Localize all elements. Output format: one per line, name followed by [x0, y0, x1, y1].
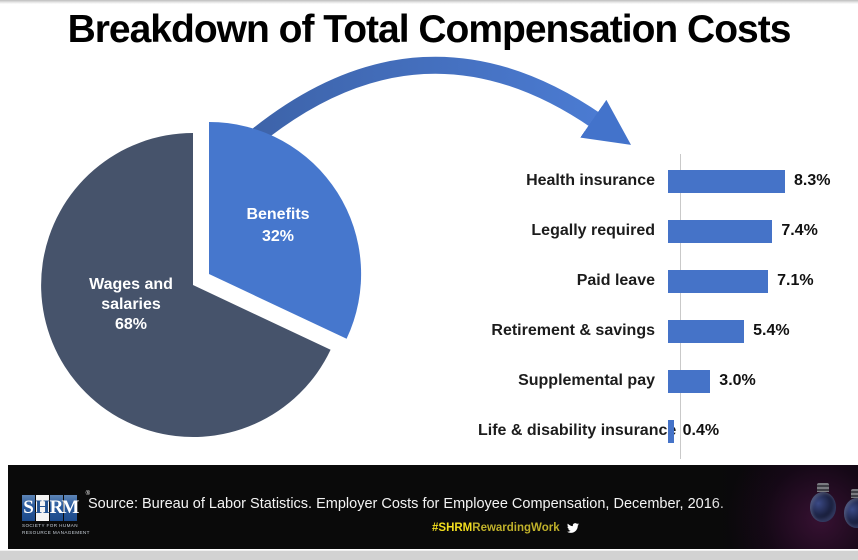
bar-value-label: 5.4% — [753, 322, 790, 339]
bar-chart: Health insurance 8.3% Legally required 7… — [478, 156, 848, 456]
registered-mark: ® — [85, 491, 90, 497]
bar-track: 3.0% — [668, 369, 756, 393]
curved-arrow — [246, 56, 632, 147]
bar-row-supplemental-pay: Supplemental pay 3.0% — [478, 356, 848, 406]
bar-row-paid-leave: Paid leave 7.1% — [478, 256, 848, 306]
bar-value-label: 3.0% — [719, 372, 756, 389]
pie-chart: Benefits 32% Wages and salaries 68% — [41, 121, 362, 437]
lightbulb-icon — [844, 489, 858, 528]
shrm-letter-h: H — [35, 495, 50, 521]
twitter-bird-icon — [566, 523, 579, 533]
shrm-subtext-line1: SOCIETY FOR HUMAN — [22, 523, 78, 528]
source-text: Source: Bureau of Labor Statistics. Empl… — [88, 496, 724, 512]
hashtag: #SHRM RewardingWork — [432, 522, 580, 534]
bar-track: 7.4% — [668, 219, 818, 243]
bar-track: 5.4% — [668, 319, 790, 343]
bar-category-label: Legally required — [531, 222, 655, 239]
shrm-letter-s: S — [22, 495, 35, 521]
bar-life-disability — [668, 419, 674, 443]
shrm-logo-letters: S H R M ® — [22, 491, 90, 521]
hashtag-shrm: #SHRM — [432, 522, 473, 534]
bar-category-label: Paid leave — [576, 272, 655, 289]
bar-value-label: 7.4% — [781, 222, 818, 239]
bar-value-label: 8.3% — [794, 172, 831, 189]
shrm-letter-r: R — [50, 495, 63, 521]
bar-row-legally-required: Legally required 7.4% — [478, 206, 848, 256]
benefits-slice-pct: 32% — [262, 228, 294, 245]
wages-slice-label-line2: salaries — [101, 296, 161, 313]
bar-row-life-disability: Life & disability insurance 0.4% — [478, 406, 848, 456]
bar-value-label: 7.1% — [777, 272, 814, 289]
pie-slice-benefits — [209, 121, 362, 339]
bar-health-insurance — [668, 169, 786, 193]
hashtag-rewardingwork: RewardingWork — [472, 522, 560, 534]
wages-slice-label-line1: Wages and — [89, 276, 173, 293]
bar-category-label: Retirement & savings — [491, 322, 655, 339]
pie-slice-wages — [41, 133, 331, 437]
shrm-logo: S H R M ® SOCIETY FOR HUMAN RESOURCE MAN… — [22, 491, 90, 536]
bar-supplemental-pay — [668, 369, 711, 393]
footer-bar: S H R M ® SOCIETY FOR HUMAN RESOURCE MAN… — [8, 465, 858, 549]
window-bottom-edge — [0, 550, 858, 560]
bar-row-health-insurance: Health insurance 8.3% — [478, 156, 848, 206]
lightbulb-icon — [810, 483, 836, 522]
bar-category-label: Health insurance — [526, 172, 655, 189]
benefits-slice-label: Benefits — [246, 206, 309, 223]
bar-paid-leave — [668, 269, 769, 293]
bar-row-retirement-savings: Retirement & savings 5.4% — [478, 306, 848, 356]
bar-category-label: Supplemental pay — [518, 372, 655, 389]
shrm-letter-m: M — [62, 495, 79, 521]
bar-category-label: Life & disability insurance — [478, 422, 677, 439]
page-title: Breakdown of Total Compensation Costs — [67, 8, 792, 51]
bar-track: 8.3% — [668, 169, 831, 193]
bar-retirement-savings — [668, 319, 745, 343]
bar-legally-required — [668, 219, 773, 243]
wages-slice-pct: 68% — [115, 316, 147, 333]
window-top-edge — [0, 0, 858, 4]
bar-track: 7.1% — [668, 269, 814, 293]
shrm-subtext-line2: RESOURCE MANAGEMENT — [22, 530, 90, 536]
bar-track: 0.4% — [668, 419, 720, 443]
bar-chart-axis-line — [680, 154, 681, 459]
bar-value-label: 0.4% — [682, 422, 720, 439]
lightbulb-photo — [708, 465, 858, 549]
